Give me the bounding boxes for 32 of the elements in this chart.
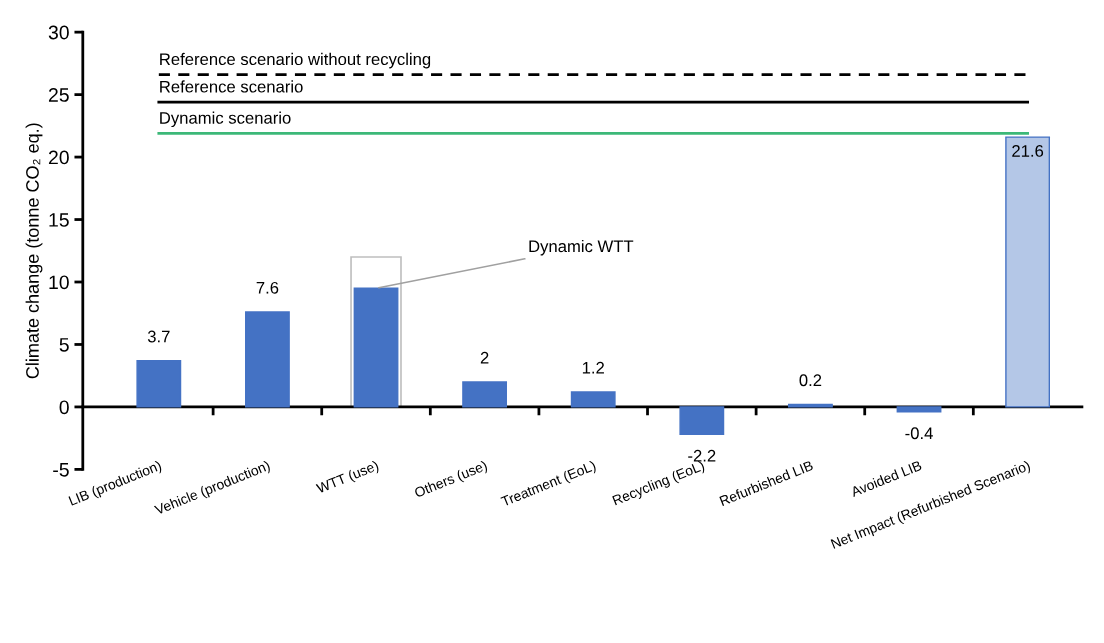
bar <box>462 381 508 408</box>
bar <box>679 406 725 436</box>
x-tick-label: WTT (use) <box>315 460 381 497</box>
x-tick-label: Others (use) <box>413 460 489 501</box>
ref-line-label: Reference scenario without recycling <box>160 52 431 69</box>
data-label: 2 <box>480 351 489 364</box>
y-tick-label: 20 <box>48 150 69 165</box>
bar <box>1005 136 1051 408</box>
data-label: -2.2 <box>688 449 716 462</box>
y-tick-label: 5 <box>59 338 69 352</box>
bar <box>788 403 833 408</box>
ref-line-label: Reference scenario <box>160 80 303 93</box>
y-tick-label: 0 <box>59 400 69 415</box>
bar <box>353 287 399 408</box>
data-label: 0.2 <box>799 374 822 387</box>
annotation: Dynamic WTT <box>529 239 634 256</box>
y-axis-title: Climate change (tonne CO₂ eq.) <box>25 123 43 379</box>
data-label: 1.2 <box>582 361 604 374</box>
y-tick-label: 15 <box>49 213 69 227</box>
data-label: -0.4 <box>905 427 933 440</box>
bar <box>245 311 290 408</box>
data-label: 3.7 <box>147 330 170 343</box>
y-tick-label: 25 <box>48 88 69 102</box>
data-label: 7.6 <box>256 281 279 294</box>
data-label: 21.6 <box>1012 145 1044 157</box>
bar <box>570 391 616 408</box>
bar <box>136 360 182 408</box>
bar <box>896 406 942 413</box>
y-tick-label: -5 <box>53 463 69 477</box>
y-tick-label: 30 <box>48 25 69 40</box>
ref-line-label: Dynamic scenario <box>160 111 291 128</box>
y-tick-label: 10 <box>49 275 69 290</box>
